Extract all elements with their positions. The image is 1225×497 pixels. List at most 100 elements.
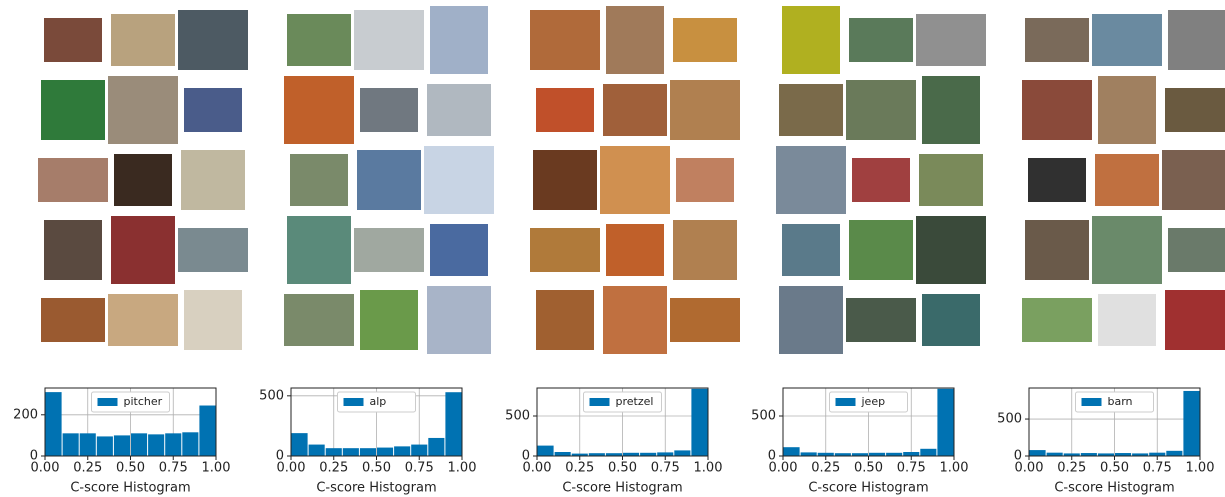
photo xyxy=(108,294,178,346)
photo xyxy=(114,154,172,206)
photo xyxy=(1028,158,1086,202)
photo xyxy=(284,76,354,144)
photo xyxy=(916,216,986,284)
photo xyxy=(427,84,491,136)
histogram-bar xyxy=(165,433,182,456)
histogram-bar xyxy=(291,433,308,456)
x-tick-label: 0.25 xyxy=(1057,461,1086,476)
histogram-bar xyxy=(1029,450,1046,456)
histogram-bar xyxy=(588,453,605,456)
photo xyxy=(41,298,105,342)
histogram-bar xyxy=(691,388,708,456)
y-tick-label: 0 xyxy=(1014,449,1022,464)
histogram-bar xyxy=(1166,450,1183,456)
legend-swatch xyxy=(1081,398,1102,406)
photo xyxy=(673,18,737,62)
photo xyxy=(600,146,670,214)
photo xyxy=(1025,220,1089,280)
photo xyxy=(424,146,494,214)
photo xyxy=(536,88,594,132)
histogram-bar xyxy=(903,452,920,456)
histogram-bar xyxy=(445,392,462,456)
histogram-bar xyxy=(554,452,571,456)
photo xyxy=(1095,154,1159,206)
photo xyxy=(354,228,424,272)
legend-swatch xyxy=(835,398,856,406)
histogram-bar xyxy=(342,448,359,456)
x-tick-label: 1.00 xyxy=(448,461,477,476)
histogram-bar xyxy=(62,433,79,456)
y-tick-label: 200 xyxy=(13,407,38,422)
y-tick-label: 500 xyxy=(751,409,776,424)
histogram-bar xyxy=(377,447,394,456)
histogram-bar xyxy=(937,388,954,456)
legend-swatch xyxy=(343,398,364,406)
photo xyxy=(922,294,980,346)
photo xyxy=(354,10,424,70)
y-tick-label: 0 xyxy=(276,449,284,464)
histogram-bar xyxy=(96,436,113,456)
x-axis-label: C-score Histogram xyxy=(70,481,190,496)
photo xyxy=(782,224,840,276)
histogram-bar xyxy=(886,452,903,456)
histogram-bar xyxy=(1097,453,1114,456)
photo xyxy=(430,6,488,74)
histogram-bar xyxy=(783,447,800,456)
photo xyxy=(184,290,242,350)
x-tick-label: 0.25 xyxy=(811,461,840,476)
histogram-bar xyxy=(182,432,199,456)
photo xyxy=(111,14,175,66)
x-tick-label: 0.00 xyxy=(277,461,306,476)
histogram-bar xyxy=(325,448,342,456)
photo xyxy=(1098,294,1156,346)
photo xyxy=(178,10,248,70)
histogram-bar xyxy=(657,452,674,456)
x-tick-label: 0.00 xyxy=(1015,461,1044,476)
histogram-bar xyxy=(851,453,868,456)
x-tick-label: 0.00 xyxy=(523,461,552,476)
histogram-bar xyxy=(571,453,588,456)
x-tick-label: 0.75 xyxy=(1143,461,1172,476)
photo xyxy=(779,84,843,136)
x-tick-label: 1.00 xyxy=(940,461,969,476)
photo xyxy=(1092,14,1162,66)
photo xyxy=(606,224,664,276)
photo xyxy=(41,80,105,140)
legend-label: pretzel xyxy=(616,395,654,408)
histogram-bar xyxy=(605,453,622,456)
x-tick-label: 1.00 xyxy=(202,461,231,476)
x-tick-label: 0.00 xyxy=(31,461,60,476)
photo xyxy=(1092,216,1162,284)
legend-swatch xyxy=(589,398,610,406)
y-tick-label: 0 xyxy=(768,449,776,464)
histogram-bar xyxy=(1046,452,1063,456)
photo xyxy=(846,298,916,342)
photo xyxy=(181,150,245,210)
x-tick-label: 1.00 xyxy=(694,461,723,476)
histogram-bar xyxy=(1115,453,1132,456)
photo xyxy=(1098,76,1156,144)
photo xyxy=(603,84,667,136)
photo xyxy=(776,146,846,214)
photo xyxy=(1168,10,1225,70)
histogram-bar xyxy=(148,434,165,456)
legend-label: alp xyxy=(370,395,387,408)
histogram-bar xyxy=(131,433,148,456)
photo xyxy=(670,298,740,342)
histogram-bar xyxy=(308,444,325,456)
histogram-bar xyxy=(674,450,691,456)
photo xyxy=(184,88,242,132)
x-tick-label: 0.25 xyxy=(319,461,348,476)
histogram-bar xyxy=(79,433,96,456)
x-tick-label: 0.75 xyxy=(651,461,680,476)
x-tick-label: 1.00 xyxy=(1186,461,1215,476)
photo xyxy=(922,76,980,144)
legend-box xyxy=(337,391,416,413)
x-tick-label: 0.50 xyxy=(362,461,391,476)
photo xyxy=(779,286,843,354)
legend-box xyxy=(91,391,170,413)
y-tick-label: 500 xyxy=(505,409,530,424)
legend-box xyxy=(583,391,662,413)
histogram-bar xyxy=(1132,453,1149,456)
